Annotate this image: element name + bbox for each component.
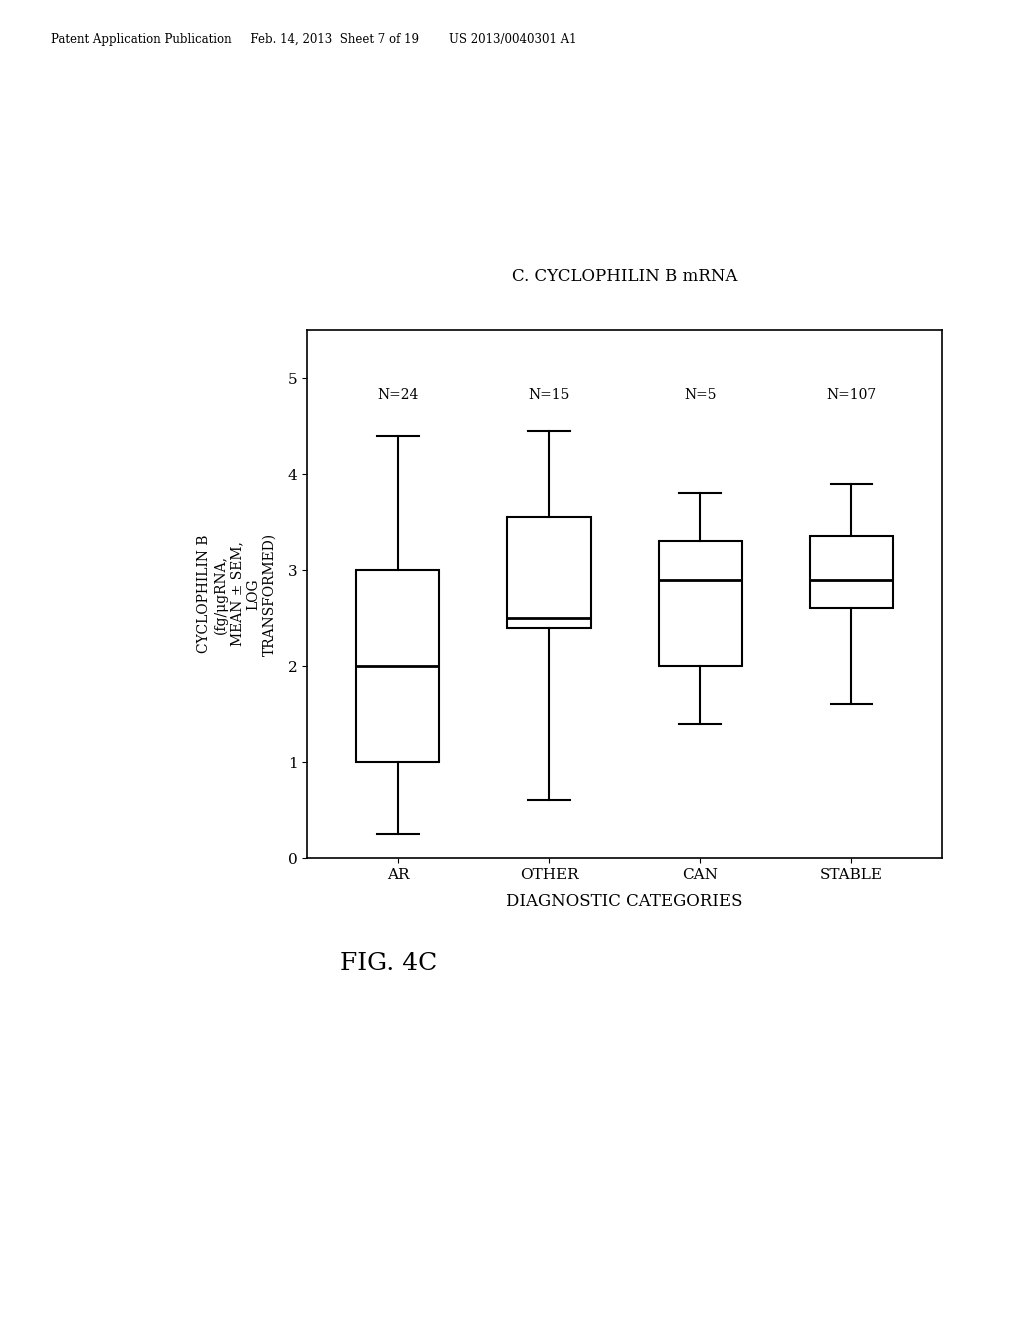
Text: N=15: N=15 xyxy=(528,388,569,403)
Text: Patent Application Publication     Feb. 14, 2013  Sheet 7 of 19        US 2013/0: Patent Application Publication Feb. 14, … xyxy=(51,33,577,46)
Y-axis label: CYCLOPHILIN B
(fg/μgRNA,
MEAN ± SEM,
LOG
TRANSFORMED): CYCLOPHILIN B (fg/μgRNA, MEAN ± SEM, LOG… xyxy=(198,532,276,656)
PathPatch shape xyxy=(810,536,893,609)
Text: N=24: N=24 xyxy=(377,388,419,403)
PathPatch shape xyxy=(508,517,591,627)
PathPatch shape xyxy=(658,541,741,667)
Title: C. CYCLOPHILIN B mRNA: C. CYCLOPHILIN B mRNA xyxy=(512,268,737,285)
Text: N=107: N=107 xyxy=(826,388,877,403)
X-axis label: DIAGNOSTIC CATEGORIES: DIAGNOSTIC CATEGORIES xyxy=(507,892,742,909)
Text: FIG. 4C: FIG. 4C xyxy=(341,952,437,975)
Text: N=5: N=5 xyxy=(684,388,717,403)
PathPatch shape xyxy=(356,570,439,762)
